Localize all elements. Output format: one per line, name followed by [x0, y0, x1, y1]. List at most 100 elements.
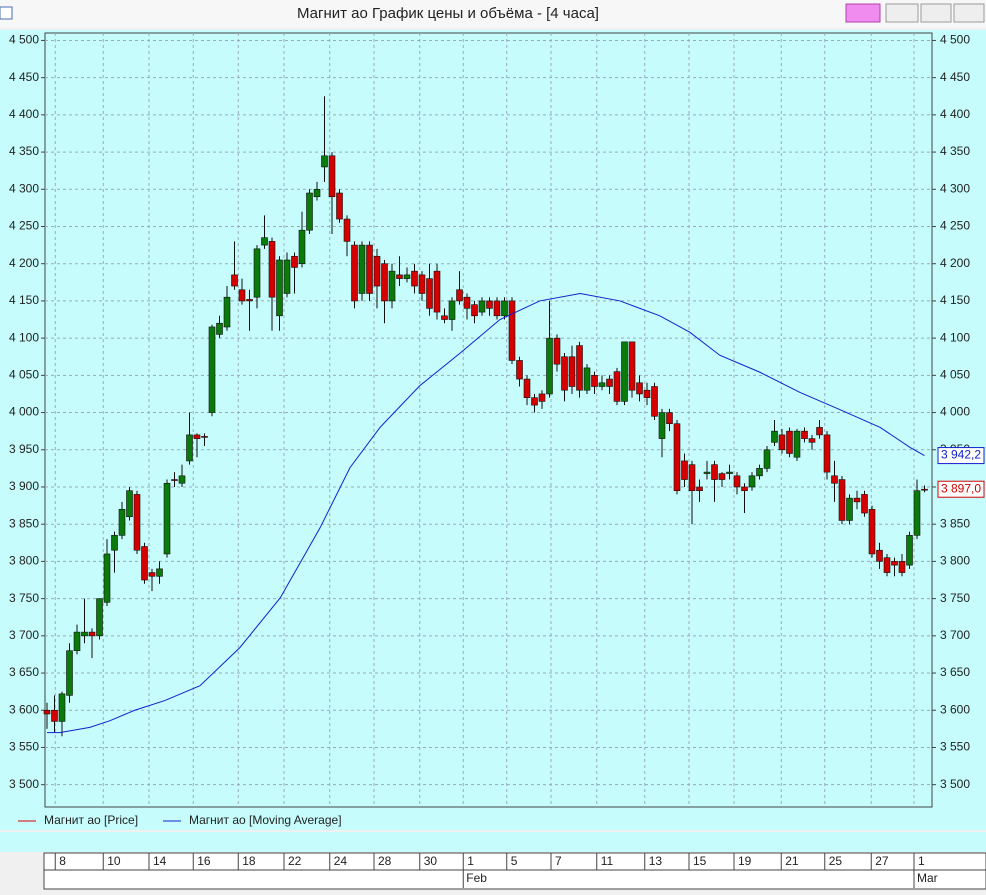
last-value-label: 3 897,0: [941, 481, 981, 495]
last-value-label: 3 942,2: [941, 448, 981, 462]
candle-body: [703, 471, 711, 474]
candle-body: [201, 436, 208, 438]
y2-tick-label: 4 300: [940, 181, 970, 195]
y-tick-label: 4 100: [9, 330, 39, 344]
candle-body: [103, 553, 111, 603]
candle-body: [396, 274, 403, 279]
candle-body: [133, 494, 141, 551]
candle-body: [186, 434, 193, 462]
candle-body: [898, 561, 906, 573]
y2-tick-label: 4 050: [940, 368, 970, 382]
candle-body: [763, 449, 771, 469]
candle-body: [508, 300, 516, 361]
candle-body: [276, 259, 283, 317]
candle-body: [298, 229, 306, 265]
candle-body: [223, 296, 231, 328]
candle-body: [163, 482, 171, 555]
y2-tick-label: 3 500: [940, 777, 970, 791]
candle-body: [231, 274, 238, 287]
candle-body: [58, 693, 66, 722]
candle-body: [756, 468, 763, 477]
candle-body: [51, 709, 58, 722]
candle-body: [388, 270, 396, 302]
candle-body: [261, 237, 268, 246]
close-button[interactable]: [953, 3, 985, 23]
candle-body: [501, 300, 508, 317]
candle-body: [643, 389, 651, 398]
candle-body: [658, 412, 666, 439]
x-tick-label: 27: [875, 854, 889, 868]
candle-body: [771, 430, 778, 443]
candle-body: [351, 244, 358, 302]
candle-body: [141, 546, 148, 581]
candle-body: [328, 155, 336, 198]
candle-body: [381, 263, 388, 302]
candle-body: [726, 471, 733, 474]
y2-tick-label: 4 250: [940, 219, 970, 233]
spacer: [0, 832, 986, 852]
candle-body: [126, 490, 133, 518]
x-tick-label: 22: [288, 854, 302, 868]
candle-body: [148, 572, 156, 577]
y-tick-label: 4 300: [9, 181, 39, 195]
y-tick-label: 3 500: [9, 777, 39, 791]
y-tick-label: 3 550: [9, 740, 39, 754]
y-tick-label: 3 600: [9, 702, 39, 716]
candle-body: [628, 341, 636, 391]
candle-body: [748, 475, 756, 488]
candle-body: [801, 430, 808, 439]
y-tick-label: 3 700: [9, 628, 39, 642]
candle-body: [651, 386, 658, 417]
candle-body: [283, 259, 291, 294]
candle-body: [846, 497, 853, 521]
candle-body: [666, 412, 673, 425]
candle-body: [621, 341, 628, 402]
candle-body: [313, 188, 321, 198]
candle-body: [216, 322, 223, 335]
x-tick-label: 11: [601, 854, 614, 868]
minimize-button[interactable]: [885, 3, 919, 23]
candle-body: [456, 289, 463, 302]
candle-body: [876, 549, 883, 562]
date-strip: [43, 852, 986, 890]
moving-average-line: [47, 292, 925, 734]
x-tick-label: 25: [829, 854, 843, 868]
candle-body: [538, 393, 546, 402]
candle-body: [613, 371, 621, 402]
candle-body: [411, 270, 418, 287]
x-tick-label: 1: [467, 854, 474, 868]
y2-tick-label: 3 850: [940, 516, 970, 530]
candle-body: [343, 218, 351, 242]
candle-body: [268, 241, 276, 298]
pin-button[interactable]: [845, 3, 881, 23]
x-tick-label: 5: [511, 854, 518, 868]
candle-body: [208, 326, 216, 413]
candle-body: [373, 255, 381, 287]
candle-body: [823, 434, 831, 473]
maximize-button[interactable]: [920, 3, 952, 23]
candle-body: [516, 360, 523, 380]
candle-body: [711, 464, 718, 480]
x-tick-label: 16: [197, 854, 211, 868]
candle-body: [111, 535, 118, 551]
candle-body: [778, 434, 786, 451]
x-tick-label: 24: [334, 854, 348, 868]
y2-tick-label: 4 200: [940, 256, 970, 270]
y-tick-label: 3 950: [9, 442, 39, 456]
y-tick-label: 4 500: [9, 33, 39, 47]
candle-body: [471, 304, 478, 317]
candle-body: [606, 378, 613, 387]
x-tick-label: 10: [107, 854, 121, 868]
x-tick-label: 7: [555, 854, 562, 868]
y2-tick-label: 4 400: [940, 107, 970, 121]
candle-body: [403, 274, 411, 279]
candle-body: [366, 244, 373, 294]
x-tick-label: 19: [738, 854, 752, 868]
candle-body: [598, 382, 606, 387]
y-tick-label: 3 800: [9, 554, 39, 568]
y-tick-label: 4 400: [9, 107, 39, 121]
candle-body: [883, 557, 891, 573]
y-tick-label: 3 650: [9, 665, 39, 679]
